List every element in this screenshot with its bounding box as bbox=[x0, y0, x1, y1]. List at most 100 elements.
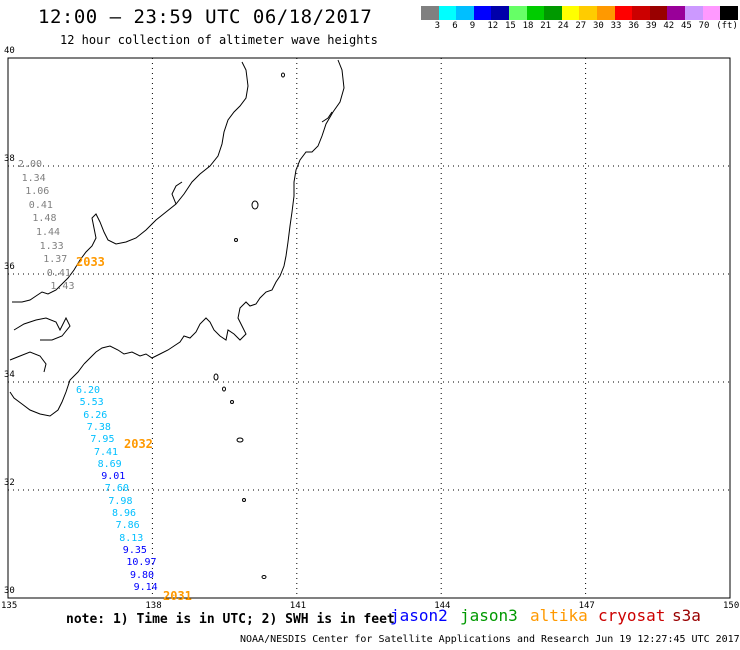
satellite-legend-s3a: s3a bbox=[672, 606, 701, 625]
wave-height-label: 10.97 bbox=[126, 557, 157, 569]
legend-label: 6 bbox=[452, 21, 458, 31]
legend-label: 15 bbox=[505, 21, 516, 31]
wave-height-label: 6.26 bbox=[83, 409, 108, 421]
map-frame bbox=[7, 57, 731, 599]
coastline-kii bbox=[9, 363, 85, 417]
legend-label: 42 bbox=[663, 21, 675, 31]
wave-height-label: 9.14 bbox=[133, 581, 158, 593]
legend-label: 9 bbox=[469, 21, 476, 31]
lon-tick-label: 150 bbox=[723, 601, 740, 611]
wave-height-label: 8.13 bbox=[119, 532, 144, 544]
coastline-hokkaido bbox=[321, 111, 333, 123]
wave-height-label: 7.98 bbox=[108, 495, 133, 507]
legend-swatch bbox=[702, 6, 721, 20]
track-time-label: 2032 bbox=[124, 437, 153, 451]
wave-height-label: 9.01 bbox=[101, 471, 126, 483]
legend-label: 33 bbox=[610, 21, 622, 31]
legend-label: 36 bbox=[628, 21, 640, 31]
island-sado bbox=[251, 200, 259, 210]
wave-height-label: 6.20 bbox=[76, 385, 101, 396]
lon-tick-label: 144 bbox=[434, 601, 451, 611]
lat-tick-label: 34 bbox=[4, 370, 15, 380]
color-legend-bar bbox=[421, 6, 738, 20]
satellite-legend-jason2: jason2 bbox=[390, 606, 448, 625]
wave-height-label: 2.00 bbox=[18, 159, 43, 170]
legend-label: 27 bbox=[575, 21, 587, 31]
track-time-label: 2031 bbox=[163, 589, 192, 603]
legend-swatch bbox=[473, 6, 492, 20]
wave-height-label: 1.34 bbox=[21, 172, 46, 184]
legend-swatch bbox=[579, 6, 597, 20]
lat-tick-label: 38 bbox=[4, 154, 15, 164]
legend-label: 18 bbox=[522, 21, 534, 31]
units-note: note: 1) Time is in UTC; 2) SWH is in fe… bbox=[66, 612, 395, 627]
legend-label: (ft) bbox=[716, 21, 738, 31]
coastline-honshu-west bbox=[12, 61, 249, 303]
legend-swatch bbox=[667, 6, 685, 20]
island-awashima bbox=[281, 72, 285, 78]
legend-label: 24 bbox=[557, 21, 569, 31]
lat-tick-label: 32 bbox=[4, 478, 15, 488]
wave-height-label: 1.48 bbox=[32, 213, 57, 225]
satellite-legend-altika: altika bbox=[530, 606, 588, 625]
legend-swatch bbox=[596, 6, 615, 20]
legend-swatch bbox=[720, 6, 738, 20]
island-izu-oshima bbox=[213, 373, 219, 381]
island-hachijo bbox=[236, 437, 244, 443]
legend-swatch bbox=[421, 6, 439, 20]
legend-swatch bbox=[614, 6, 633, 20]
wave-height-label: 1.37 bbox=[43, 254, 68, 266]
wave-height-label: 7.41 bbox=[94, 446, 119, 458]
island-aogashima bbox=[242, 498, 246, 502]
island-niijima bbox=[222, 386, 226, 392]
legend-swatch bbox=[508, 6, 527, 20]
map-title: 12:00 – 23:59 UTC 06/18/2017 bbox=[38, 6, 373, 28]
wave-height-label: 1.43 bbox=[50, 281, 75, 293]
legend-swatch bbox=[491, 6, 509, 20]
wave-height-label: 1.33 bbox=[39, 240, 64, 252]
wave-height-label: 7.86 bbox=[115, 520, 140, 532]
lon-tick-label: 135 bbox=[1, 601, 18, 611]
legend-label: 45 bbox=[681, 21, 692, 31]
lon-tick-label: 138 bbox=[145, 601, 162, 611]
track-time-label: 2033 bbox=[76, 255, 105, 269]
legend-label: 21 bbox=[540, 21, 552, 31]
lon-tick-label: 141 bbox=[289, 601, 307, 611]
lat-tick-label: 30 bbox=[4, 586, 15, 596]
wave-height-label: 8.69 bbox=[97, 458, 122, 470]
wave-height-label: 1.44 bbox=[36, 227, 61, 238]
wave-height-label: 0.41 bbox=[28, 199, 53, 211]
lon-tick-label: 147 bbox=[578, 601, 595, 611]
legend-label: 39 bbox=[645, 21, 657, 31]
wave-height-label: 7.38 bbox=[86, 421, 111, 433]
map-subtitle: 12 hour collection of altimeter wave hei… bbox=[60, 33, 378, 47]
coastline bbox=[9, 59, 345, 417]
wave-height-label: 0.41 bbox=[46, 267, 71, 279]
legend-swatch bbox=[544, 6, 562, 20]
island-oki bbox=[234, 238, 238, 242]
legend-swatch bbox=[632, 6, 650, 20]
lat-tick-label: 36 bbox=[4, 262, 15, 272]
legend-swatch bbox=[561, 6, 580, 20]
satellite-legend-cryosat: cryosat bbox=[598, 606, 666, 625]
coastline-honshu-east bbox=[83, 59, 345, 365]
legend-label: 3 bbox=[434, 21, 441, 31]
satellite-legend-jason3: jason3 bbox=[460, 606, 518, 625]
credit-line: NOAA/NESDIS Center for Satellite Applica… bbox=[240, 634, 740, 645]
legend-label: 70 bbox=[698, 21, 710, 31]
wave-height-label: 1.06 bbox=[25, 186, 50, 198]
lat-tick-label: 40 bbox=[4, 46, 15, 56]
legend-swatch bbox=[438, 6, 457, 20]
legend-swatch bbox=[526, 6, 545, 20]
legend-label: 12 bbox=[487, 21, 499, 31]
islands bbox=[213, 72, 285, 579]
island-miyake bbox=[230, 400, 234, 404]
legend-swatch bbox=[456, 6, 474, 20]
wave-height-label: 8.96 bbox=[112, 508, 137, 519]
legend-label: 30 bbox=[593, 21, 604, 31]
wave-height-label: 9.80 bbox=[130, 569, 155, 581]
coastline-osaka-bay bbox=[13, 316, 71, 341]
wave-height-label: 7.95 bbox=[90, 434, 115, 446]
legend-swatch bbox=[684, 6, 703, 20]
